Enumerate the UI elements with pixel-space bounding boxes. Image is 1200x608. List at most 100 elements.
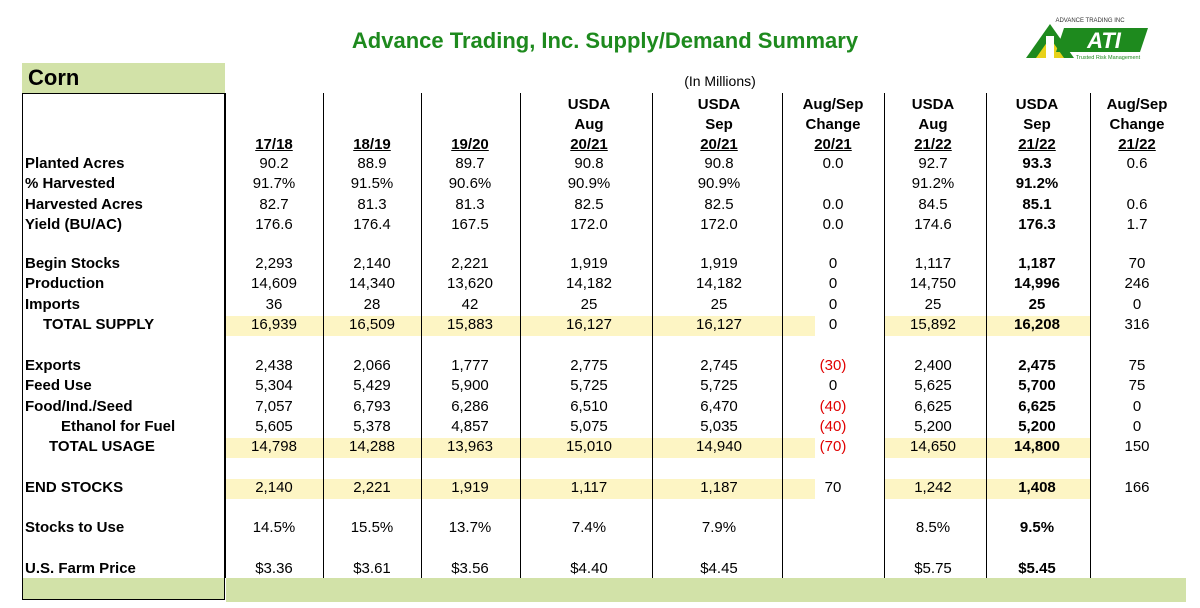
table-cell: 14,750 [910, 275, 956, 292]
table-cell: 28 [363, 296, 381, 313]
table-cell: 75 [1128, 357, 1146, 374]
table-cell: $4.45 [700, 560, 738, 577]
table-cell: 176.4 [353, 216, 391, 233]
table-cell: $3.56 [451, 560, 489, 577]
table-cell: $3.36 [255, 560, 293, 577]
table-cell: 1,187 [1018, 255, 1056, 272]
table-cell: 2,745 [700, 357, 738, 374]
units-label: (In Millions) [684, 73, 756, 89]
table-cell: 2,140 [255, 479, 293, 496]
column-divider [520, 93, 521, 578]
commodity-label: Corn [22, 63, 225, 93]
table-cell: 0.0 [822, 155, 844, 172]
table-cell: 90.9% [697, 175, 741, 192]
column-header-line3: 20/21 [814, 136, 852, 153]
table-cell: 81.3 [455, 196, 485, 213]
table-cell: (40) [819, 398, 847, 415]
table-cell: 5,035 [700, 418, 738, 435]
table-cell: 91.5% [350, 175, 394, 192]
table-cell: 14,940 [696, 438, 742, 455]
table-cell: 5,625 [914, 377, 952, 394]
table-cell: 70 [824, 479, 842, 496]
table-cell: 5,378 [353, 418, 391, 435]
table-cell: 5,200 [1018, 418, 1056, 435]
table-cell: 25 [1028, 296, 1046, 313]
table-cell: 90.8 [574, 155, 604, 172]
table-cell: 14,182 [696, 275, 742, 292]
table-cell: 6,793 [353, 398, 391, 415]
bottom-band [226, 578, 1186, 602]
table-cell: 150 [1124, 438, 1150, 455]
column-divider [652, 93, 653, 578]
table-cell: 6,286 [451, 398, 489, 415]
total-supply-highlight-2 [884, 316, 1090, 336]
table-cell: 93.3 [1022, 155, 1052, 172]
row-label: Production [25, 275, 105, 292]
table-cell: 14,609 [251, 275, 297, 292]
table-cell: 0.0 [822, 216, 844, 233]
table-cell: 1,117 [914, 255, 952, 272]
column-divider [1090, 93, 1091, 578]
column-header-line2: Aug [918, 116, 948, 133]
table-cell: 14,340 [349, 275, 395, 292]
table-cell: 13.7% [448, 519, 492, 536]
table-cell: 0 [828, 296, 838, 313]
row-label: Ethanol for Fuel [61, 418, 176, 435]
column-header-line3: 20/21 [570, 136, 608, 153]
column-header-line1: USDA [911, 96, 955, 113]
table-cell: 4,857 [451, 418, 489, 435]
table-cell: 0 [1132, 418, 1142, 435]
table-cell: 0 [828, 316, 838, 333]
column-header-line2: Change [1109, 116, 1165, 133]
table-cell: 92.7 [918, 155, 948, 172]
table-cell: 2,400 [914, 357, 952, 374]
table-cell: 6,510 [570, 398, 608, 415]
table-cell: 0 [828, 377, 838, 394]
table-cell: 5,900 [451, 377, 489, 394]
table-cell: 246 [1124, 275, 1150, 292]
table-cell: 25 [580, 296, 598, 313]
table-cell: (40) [819, 418, 847, 435]
table-cell: 16,509 [349, 316, 395, 333]
table-cell: 1,777 [451, 357, 489, 374]
table-cell: 6,625 [1018, 398, 1056, 415]
table-cell: 14,650 [910, 438, 956, 455]
table-cell: 15.5% [350, 519, 394, 536]
row-label: Planted Acres [25, 155, 125, 172]
table-cell: 75 [1128, 377, 1146, 394]
table-cell: 2,775 [570, 357, 608, 374]
column-header-line1: Aug/Sep [1106, 96, 1168, 113]
bottom-band-left [23, 578, 224, 599]
table-cell: 90.2 [259, 155, 289, 172]
table-cell: 90.8 [704, 155, 734, 172]
column-divider [884, 93, 885, 578]
row-label: Begin Stocks [25, 255, 121, 272]
table-cell: (70) [819, 438, 847, 455]
table-cell: 172.0 [700, 216, 738, 233]
table-cell: 14,288 [349, 438, 395, 455]
column-header-line3: 21/22 [914, 136, 952, 153]
table-cell: 82.5 [574, 196, 604, 213]
table-cell: 2,066 [353, 357, 391, 374]
table-cell: 25 [924, 296, 942, 313]
table-cell: 2,293 [255, 255, 293, 272]
row-label: Exports [25, 357, 81, 374]
column-divider [782, 93, 783, 578]
table-cell: 0.6 [1126, 196, 1148, 213]
ati-logo: ADVANCE TRADING INC ATI Trusted Risk Man… [1026, 18, 1148, 61]
table-cell: 15,010 [566, 438, 612, 455]
table-cell: 13,963 [447, 438, 493, 455]
table-cell: 166 [1124, 479, 1150, 496]
table-cell: 90.9% [567, 175, 611, 192]
logo-main-text: ATI [1086, 28, 1122, 53]
table-cell: 82.7 [259, 196, 289, 213]
table-cell: 2,438 [255, 357, 293, 374]
row-label: TOTAL USAGE [49, 438, 155, 455]
table-cell: 82.5 [704, 196, 734, 213]
row-label: TOTAL SUPPLY [43, 316, 155, 333]
table-cell: 36 [265, 296, 283, 313]
end-stocks-highlight-2 [884, 479, 1090, 499]
table-cell: 14,800 [1014, 438, 1060, 455]
table-cell: 7.4% [571, 519, 607, 536]
table-cell: 88.9 [357, 155, 387, 172]
